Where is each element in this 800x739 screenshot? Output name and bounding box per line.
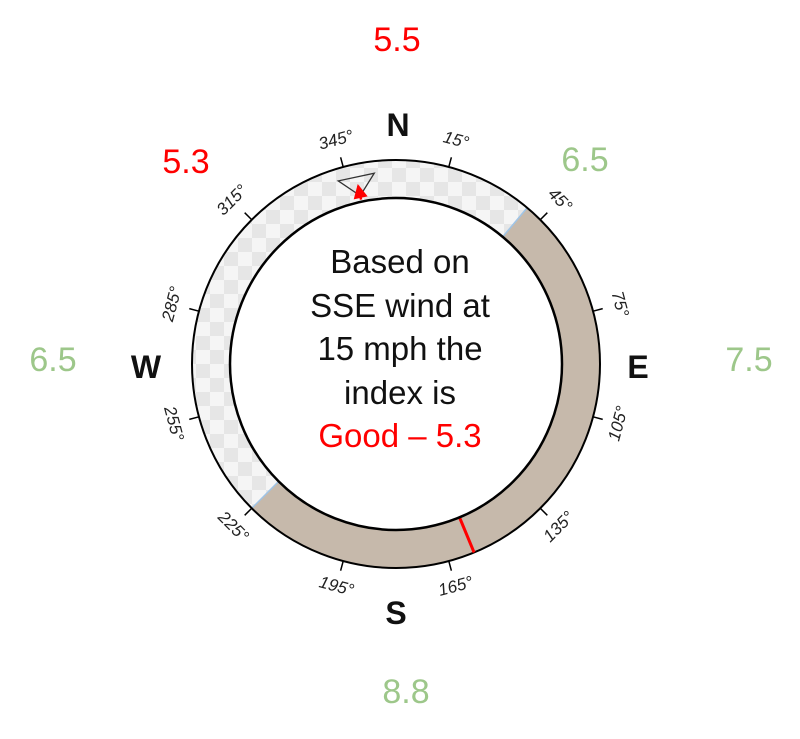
- degree-tick: [592, 307, 603, 312]
- degree-tick: [244, 507, 253, 516]
- value-west: 6.5: [29, 341, 76, 379]
- degree-label: 255°: [160, 403, 188, 443]
- degree-label: 285°: [158, 284, 186, 324]
- degree-tick: [244, 212, 253, 221]
- wind-direction-marker: [458, 516, 476, 554]
- cardinal-south: S: [385, 595, 406, 631]
- cardinal-west: W: [131, 349, 162, 385]
- summary-line: 15 mph the: [317, 330, 483, 368]
- degree-label: 345°: [317, 126, 356, 154]
- degree-tick-marks: [189, 157, 603, 571]
- summary-line: Based on: [330, 243, 470, 280]
- sector-divider-line: [502, 207, 528, 238]
- degree-label: 165°: [436, 572, 475, 600]
- heading-arrow-icon: [353, 184, 368, 200]
- index-summary: Based on SSE wind at 15 mph the index is…: [235, 240, 565, 458]
- degree-tick: [592, 416, 603, 421]
- degree-tick: [189, 307, 200, 312]
- degree-label: 195°: [317, 572, 356, 600]
- degree-tick: [189, 416, 200, 421]
- sector-divider-line: [251, 480, 280, 509]
- degree-label: 15°: [441, 127, 471, 152]
- degree-tick: [539, 507, 548, 516]
- value-north: 5.5: [373, 21, 420, 59]
- value-northwest: 5.3: [162, 143, 209, 181]
- degree-label: 75°: [608, 289, 633, 319]
- degree-tick: [339, 157, 344, 168]
- compass-ring: 15°45°75°105°135°165°195°225°255°285°315…: [158, 126, 633, 600]
- shaded-sector: [251, 207, 600, 568]
- outer-circle: [191, 159, 601, 569]
- value-northeast: 6.5: [561, 141, 608, 179]
- degree-tick: [339, 560, 344, 571]
- degree-label: 105°: [604, 404, 632, 443]
- value-south: 8.8: [382, 673, 429, 711]
- degree-tick: [448, 560, 453, 571]
- cardinal-north: N: [386, 107, 409, 143]
- heading-triangle-icon: [336, 172, 376, 197]
- value-east: 7.5: [725, 341, 772, 379]
- summary-line: index is: [344, 373, 456, 411]
- degree-tick: [539, 212, 548, 221]
- summary-rating: Good – 5.3: [318, 417, 482, 455]
- cardinal-east: E: [627, 349, 648, 385]
- summary-line: SSE wind at: [310, 286, 490, 324]
- inner-circle: [228, 196, 564, 532]
- degree-tick: [448, 157, 453, 168]
- degree-label: 45°: [544, 184, 576, 216]
